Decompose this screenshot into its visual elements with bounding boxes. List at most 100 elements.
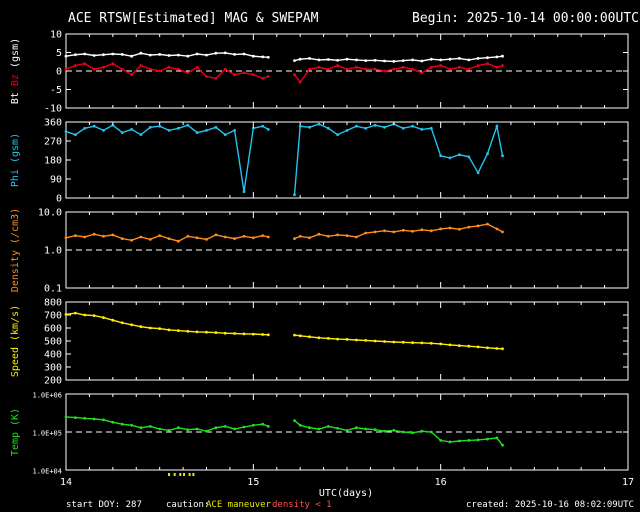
bz-point [326,67,330,71]
temp-point [495,436,499,440]
temp-point [261,422,265,426]
bt-point [392,60,396,63]
y-tick-label: 1.0 [44,246,62,257]
bt-point [177,53,180,57]
speed-point [195,330,199,334]
temp-point [429,430,433,434]
bz-point [223,67,227,71]
bz-point [242,71,246,75]
speed-point [383,340,386,343]
speed-line [65,312,269,336]
bt-point [293,59,296,62]
density-point [392,230,396,234]
bz-point [74,64,77,67]
bz-point [383,69,386,73]
speed-point [439,342,443,346]
phi-point [355,124,358,128]
bz-point [139,64,143,67]
density-point [158,234,162,238]
density-point [186,234,190,238]
bt-point [186,54,190,58]
phi-point [458,153,461,157]
bt-point [308,57,311,60]
bt-point [467,58,471,62]
density-point [326,234,330,238]
bt-point [336,58,339,62]
bz-point [317,65,321,69]
speed-point [205,330,208,334]
phi-point [345,129,349,132]
speed-point [429,341,433,345]
phi-point [467,155,471,159]
phi-point [383,125,386,129]
bt-point [139,51,143,55]
bz-point [420,71,424,75]
phi-point [92,124,96,128]
temp-point [177,426,180,430]
speed-point [448,343,452,347]
y-tick-label: 1.0E+05 [32,430,62,438]
bt-point [242,52,246,56]
bz-point [345,67,349,71]
bz-point [177,67,180,71]
bz-point [355,65,358,69]
phi-point [326,126,330,130]
temp-point [205,429,208,433]
y-tick-label: 200 [44,376,62,387]
speed-point [336,337,339,341]
speed-point [266,333,270,337]
bt-point [83,52,87,56]
speed-point [233,332,237,335]
speed-point [223,331,227,335]
temp-ylabel-part: Temp [10,432,21,456]
density-point [177,239,180,243]
phi-point [317,122,321,126]
density-point [148,238,152,241]
speed-ylabel-part: Speed [10,347,21,377]
y-tick-label: 270 [44,137,62,148]
bt-point [148,53,152,57]
density-ylabel-part: Density [10,250,21,292]
bt-point [120,53,124,56]
temp-point [392,429,396,432]
speed-point [177,329,180,332]
density-point [411,229,414,233]
density-point [266,235,270,239]
speed-point [345,338,349,341]
bt-point [439,58,443,62]
density-point [139,235,143,239]
phi-point [364,126,368,130]
y-tick-label: 10.0 [38,208,62,219]
temp-line [65,416,269,432]
temp-point [345,429,349,432]
temp-point [501,443,504,447]
phi-line [293,123,504,195]
speed-point [467,344,471,348]
bz-point [158,69,162,73]
speed-point [83,313,87,317]
phi-point [64,130,68,133]
phi-point [233,129,237,132]
temp-point [214,426,218,430]
temp-ylabel: Temp (K) [10,408,21,456]
speed-point [167,328,171,332]
density-point [401,228,405,232]
y-tick-label: 1.0E+06 [32,392,62,400]
temp-point [102,418,105,422]
temp-point [439,439,443,442]
temp-line [294,420,504,446]
density-line [65,233,269,242]
density-ylabel: Density (/cm3) [10,208,21,292]
bz-point [439,64,443,67]
temp-point [383,429,386,433]
temp-point [186,428,190,432]
y-tick-label: 1.0E+04 [32,468,62,476]
y-tick-label: 10 [50,30,62,41]
x-axis: 14 15 16 17 [60,477,634,488]
maneuver-mark [173,473,176,476]
bz-point [251,73,255,77]
y-tick-label: 90 [50,175,62,186]
maneuver-mark [188,473,191,476]
density-point [373,230,377,234]
bt-point [326,58,330,61]
